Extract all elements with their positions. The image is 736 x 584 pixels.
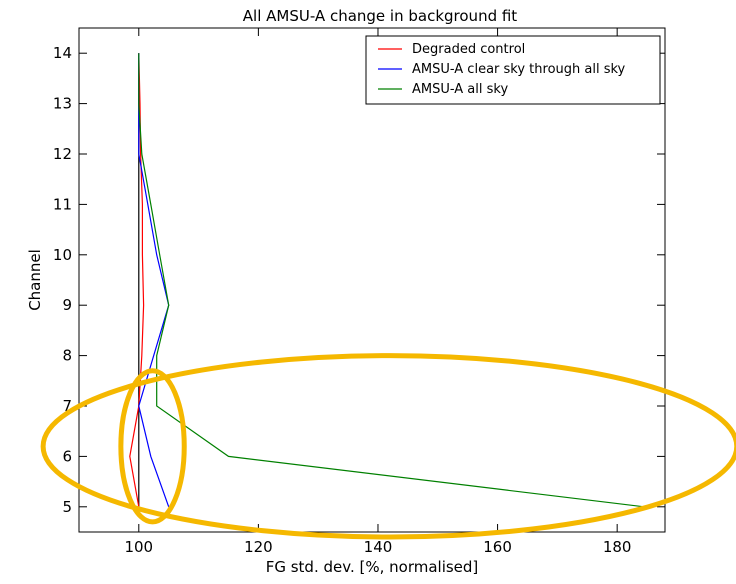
x-axis-label: FG std. dev. [%, normalised] — [266, 558, 479, 576]
y-tick-label: 5 — [62, 498, 72, 516]
x-tick-label: 160 — [483, 538, 512, 556]
y-tick-label: 11 — [53, 195, 72, 213]
legend-label: AMSU-A clear sky through all sky — [412, 62, 626, 77]
y-tick-label: 10 — [53, 246, 72, 264]
y-tick-label: 14 — [53, 44, 72, 62]
series-line-2 — [138, 53, 170, 508]
y-tick-label: 7 — [62, 397, 72, 415]
chart-title: All AMSU-A change in background fit — [243, 7, 518, 25]
x-tick-label: 100 — [124, 538, 153, 556]
series-line-3 — [138, 53, 645, 508]
y-axis-label: Channel — [26, 249, 44, 311]
plot-frame — [78, 27, 666, 533]
highlight-ellipse-2 — [118, 368, 187, 525]
x-tick-label: 140 — [364, 538, 393, 556]
highlight-ellipse-1 — [40, 353, 736, 540]
legend-label: AMSU-A all sky — [412, 82, 508, 97]
y-tick-label: 9 — [62, 296, 72, 314]
x-tick-label: 180 — [603, 538, 632, 556]
x-tick-label: 120 — [244, 538, 273, 556]
ticks-layer: 100 120 140 160 180 5 6 7 8 9 10 11 12 13 14 — [53, 28, 665, 556]
series-line-1 — [129, 53, 145, 507]
y-tick-label: 13 — [53, 95, 72, 113]
legend-box — [365, 35, 661, 105]
series-layer — [129, 53, 645, 508]
legend: Degraded control AMSU-A clear sky through… — [365, 35, 661, 105]
legend-label: Degraded control — [412, 42, 525, 57]
y-tick-label: 12 — [53, 145, 72, 163]
annotation-layer — [40, 353, 736, 540]
y-tick-label: 6 — [62, 447, 72, 465]
y-tick-label: 8 — [62, 347, 72, 365]
